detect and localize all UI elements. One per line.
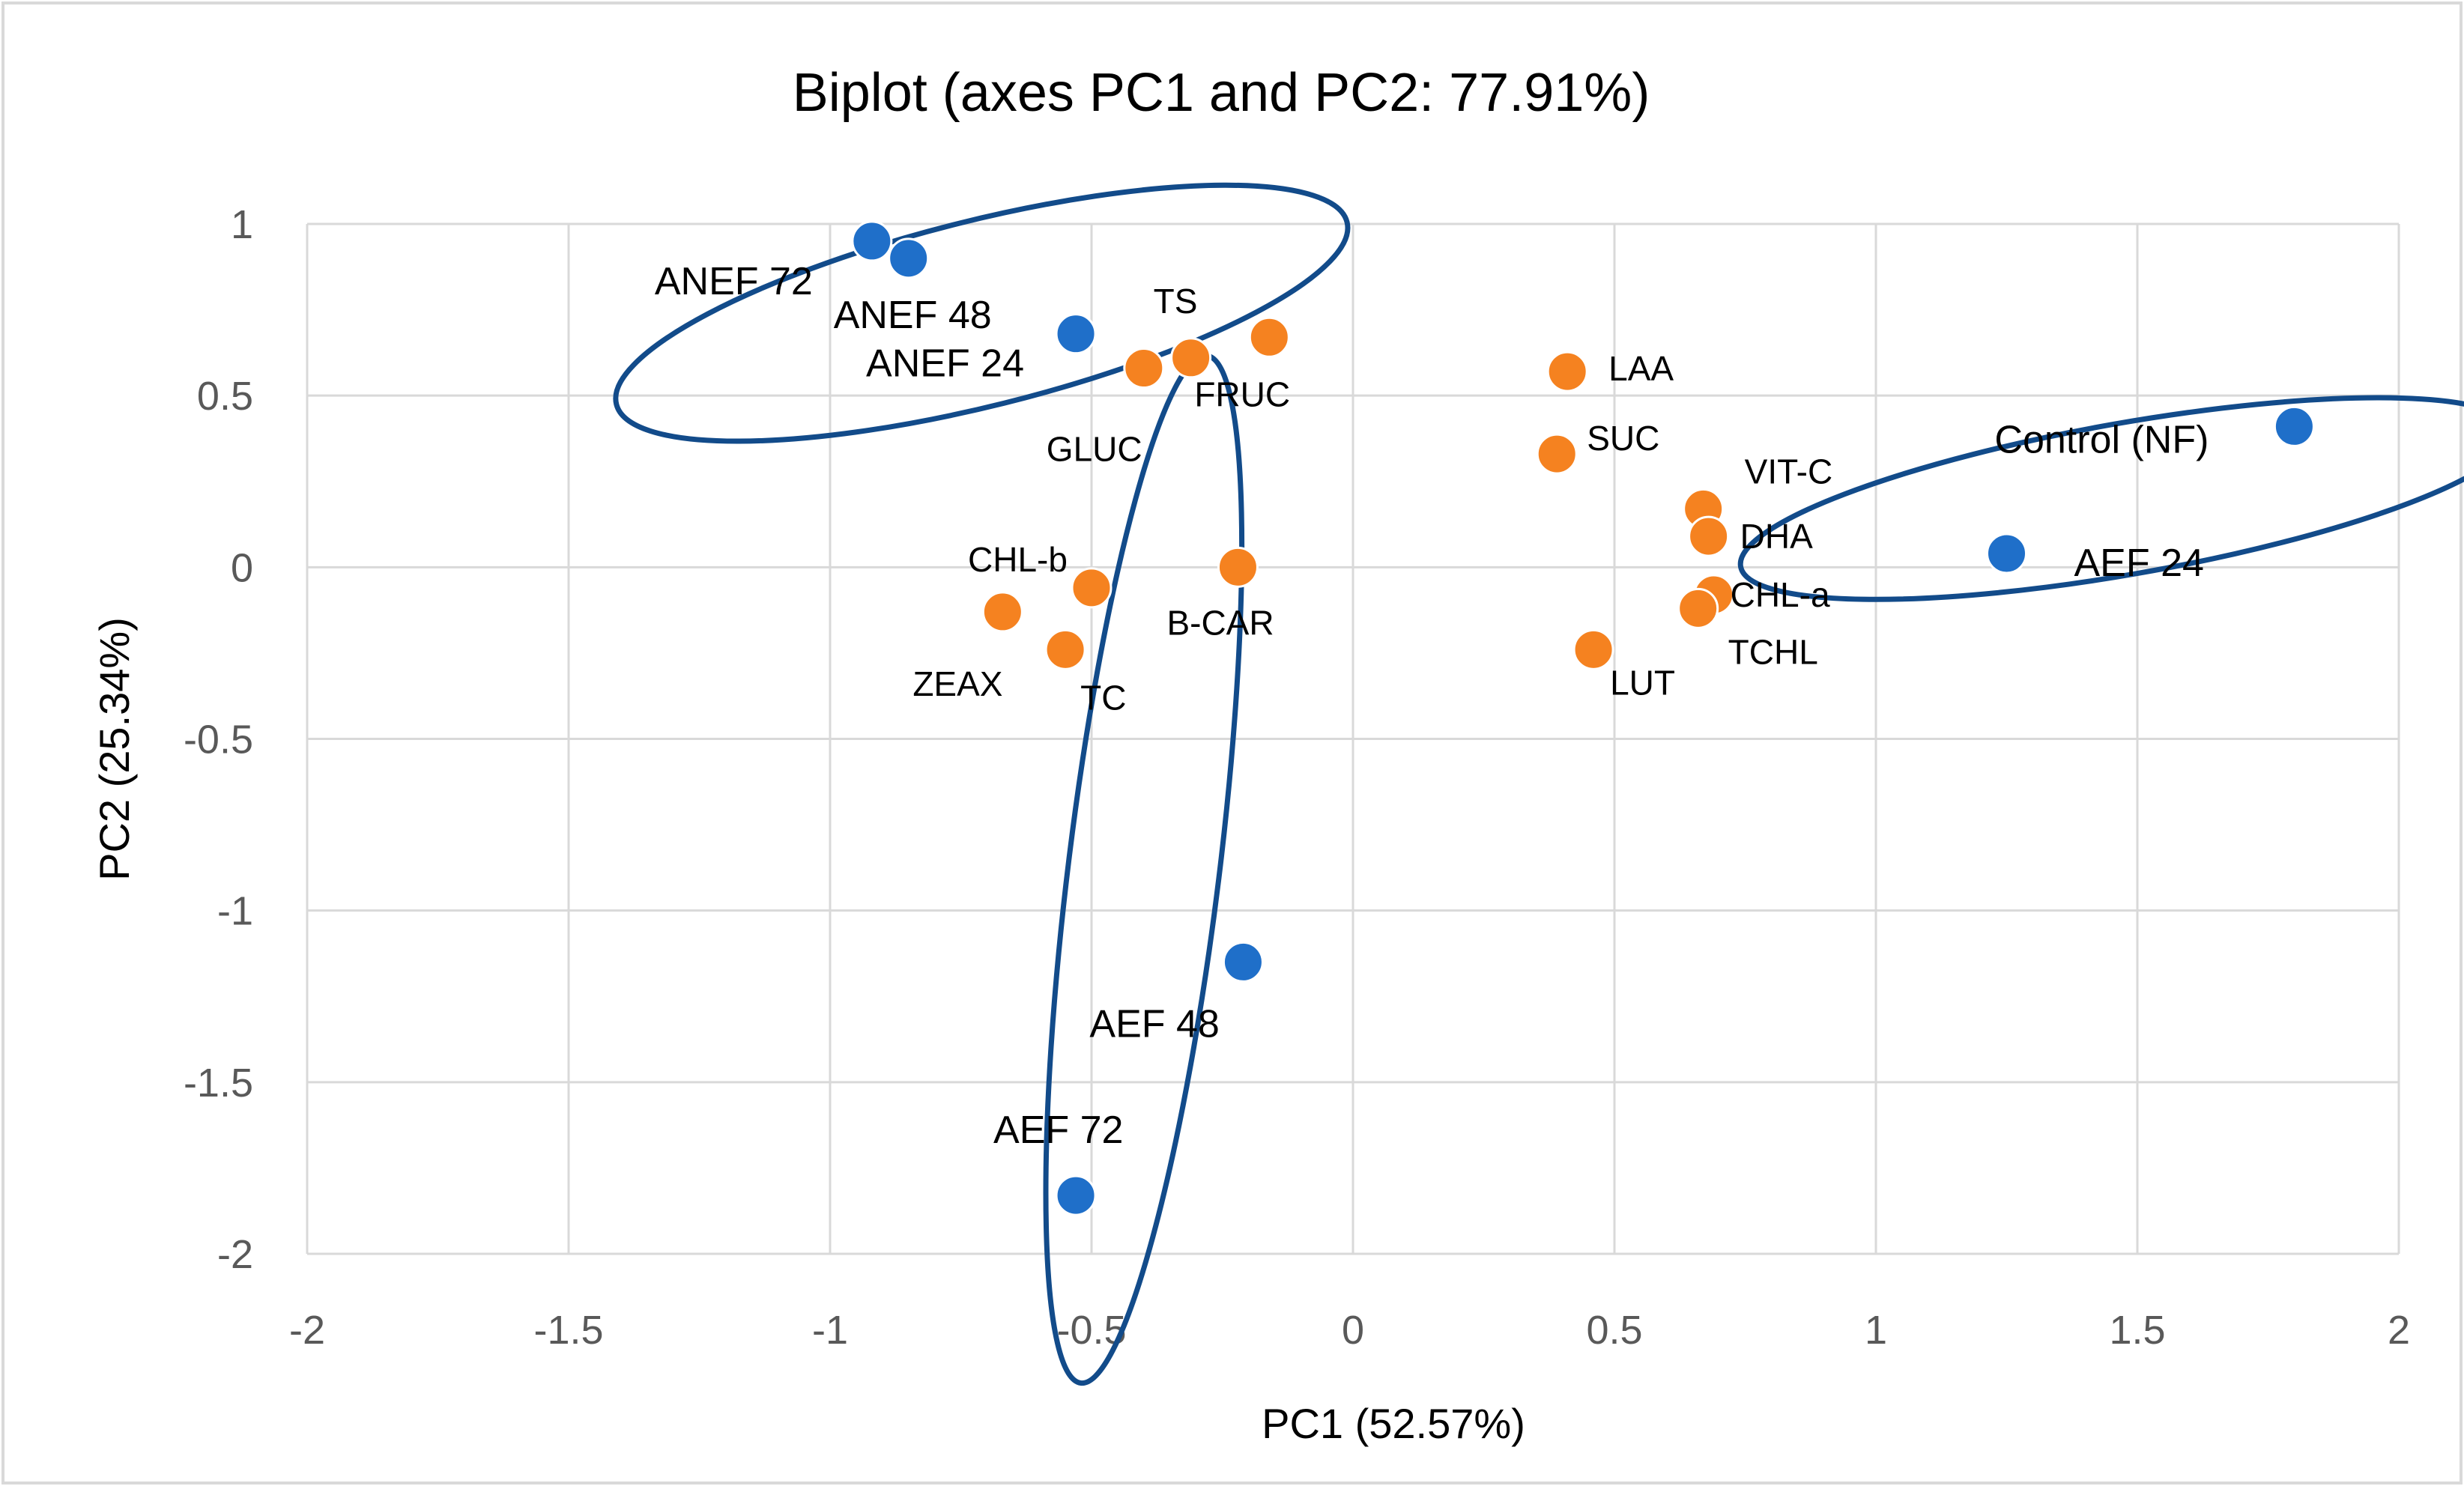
y-axis-title: PC2 (25.34%)	[91, 617, 138, 881]
point-chl-b	[1071, 567, 1113, 609]
point-zeax	[981, 591, 1023, 633]
y-tick-label: -1.5	[184, 1061, 253, 1106]
y-tick-label: 1	[231, 202, 253, 247]
x-tick-label: 2	[2388, 1308, 2410, 1353]
x-tick-label: -2	[289, 1308, 325, 1353]
point-suc	[1536, 433, 1578, 475]
y-tick-label: -0.5	[184, 718, 253, 762]
label-aef-72: AEF 72	[993, 1109, 1123, 1152]
y-tick-label: -1	[217, 889, 253, 934]
label-aef-48: AEF 48	[1089, 1002, 1219, 1046]
label-laa: LAA	[1608, 349, 1674, 388]
x-tick-label: 0	[1342, 1308, 1364, 1353]
point-gluc	[1123, 348, 1165, 389]
point-dha	[1688, 515, 1730, 557]
x-axis-title: PC1 (52.57%)	[1262, 1400, 1525, 1447]
y-tick-label: 0	[231, 545, 253, 590]
point-fruc	[1248, 316, 1290, 358]
x-tick-label: -1	[812, 1308, 848, 1353]
label-dha: DHA	[1740, 517, 1813, 556]
point-lut	[1572, 628, 1614, 670]
label-fruc: FRUC	[1194, 374, 1290, 413]
label-anef-24: ANEF 24	[866, 342, 1024, 386]
chart-title: Biplot (axes PC1 and PC2: 77.91%)	[793, 63, 1650, 123]
label-aef-24: AEF 24	[2074, 542, 2204, 585]
point-laa	[1546, 351, 1588, 392]
x-tick-label: -1.5	[533, 1308, 603, 1353]
x-tick-label: 1	[1865, 1308, 1887, 1353]
point-labels: ANEF 72 ANEF 48 ANEF 24 Control (NF) AEF 24 A…	[655, 260, 2209, 1152]
point-control-nf	[2273, 405, 2315, 447]
label-vit-c: VIT-C	[1745, 452, 1833, 491]
label-ts: TS	[1154, 282, 1198, 321]
ellipse-group-control-aef24	[1737, 395, 2464, 602]
label-tc: TC	[1080, 678, 1126, 717]
y-tick-label: -2	[217, 1232, 253, 1277]
label-lut: LUT	[1610, 663, 1675, 702]
label-anef-48: ANEF 48	[834, 294, 992, 337]
label-zeax: ZEAX	[912, 664, 1002, 703]
point-ts	[1170, 337, 1212, 379]
point-anef-72	[851, 220, 893, 262]
point-anef-24	[1055, 313, 1097, 355]
label-anef-72: ANEF 72	[655, 260, 813, 303]
x-tick-label: 1.5	[2109, 1308, 2165, 1353]
x-tick-label: 0.5	[1586, 1308, 1642, 1353]
point-tchl	[1677, 587, 1719, 629]
ellipse-group-anef	[613, 182, 1351, 444]
label-b-car: B-CAR	[1166, 603, 1274, 642]
y-axis-ticks: 1 0.5 0 -0.5 -1 -1.5 -2	[184, 202, 253, 1277]
data-points	[851, 220, 2315, 1216]
point-anef-48	[888, 237, 930, 279]
label-suc: SUC	[1587, 419, 1659, 458]
label-gluc: GLUC	[1047, 430, 1142, 469]
y-tick-label: 0.5	[197, 374, 253, 419]
label-chl-b: CHL-b	[968, 540, 1068, 579]
point-b-car	[1217, 546, 1259, 588]
x-axis-ticks: -2 -1.5 -1 -0.5 0 0.5 1 1.5 2	[289, 1308, 2410, 1353]
point-aef-72	[1055, 1174, 1097, 1216]
point-aef-24	[1986, 533, 2027, 574]
label-tchl: TCHL	[1728, 632, 1818, 671]
point-aef-48	[1222, 941, 1264, 983]
point-tc	[1044, 628, 1086, 670]
label-control-nf: Control (NF)	[1994, 418, 2209, 461]
label-chl-a: CHL-a	[1731, 575, 1830, 614]
